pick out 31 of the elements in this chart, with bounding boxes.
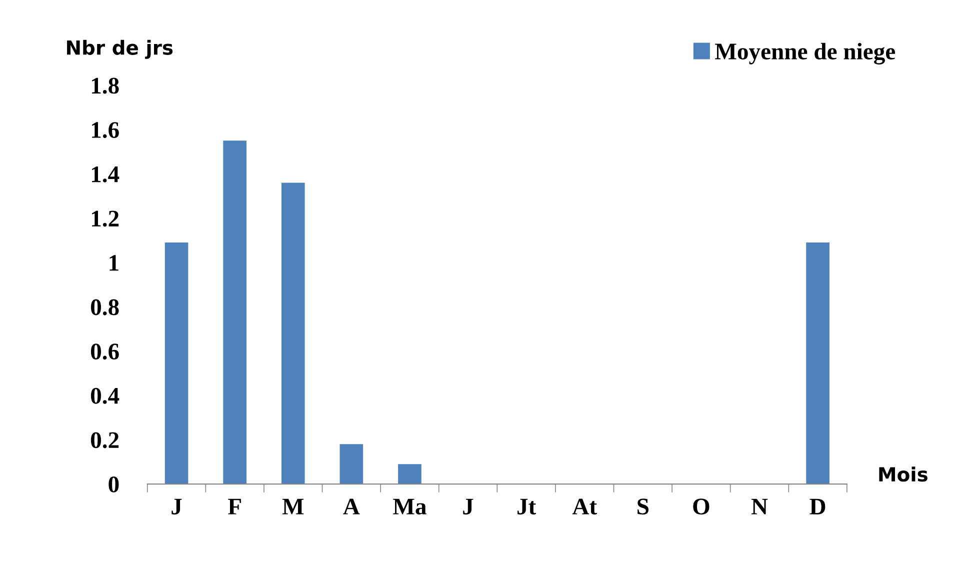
y-tick-label: 0.4 bbox=[90, 388, 120, 404]
y-tick-label: 0 bbox=[108, 476, 119, 492]
y-tick-label: 1.4 bbox=[92, 166, 120, 182]
bar bbox=[281, 182, 305, 484]
y-tick-label: 0.2 bbox=[90, 432, 119, 448]
x-tick-label: Jt bbox=[518, 498, 536, 515]
x-tick-label: O bbox=[693, 498, 710, 515]
y-tick-label: 1 bbox=[110, 255, 118, 271]
y-tick-label: 1.8 bbox=[92, 78, 119, 94]
x-tick-label: J bbox=[463, 498, 474, 515]
y-tick-label: 0.8 bbox=[90, 299, 119, 316]
x-tick-label: A bbox=[343, 498, 360, 514]
x-tick-label: F bbox=[228, 498, 241, 514]
y-tick-label: 1.6 bbox=[92, 122, 119, 138]
y-axis-title: Nbr de jrs bbox=[67, 40, 173, 59]
x-tick-label: N bbox=[751, 498, 768, 514]
bar bbox=[806, 242, 830, 484]
bar bbox=[398, 464, 422, 484]
x-tick-label: S bbox=[638, 498, 648, 515]
y-tick-label: 1.2 bbox=[92, 210, 119, 227]
x-tick-label: At bbox=[572, 498, 597, 515]
x-tick-label: D bbox=[810, 498, 826, 514]
x-axis-title: Mois bbox=[879, 466, 928, 482]
x-tick-label: J bbox=[172, 498, 182, 515]
x-tick-label: M bbox=[282, 498, 304, 514]
x-tick-label: Ma bbox=[393, 498, 426, 515]
bar bbox=[164, 242, 188, 484]
bar bbox=[223, 140, 246, 484]
y-tick-label: 0.6 bbox=[90, 344, 119, 360]
legend-label: Moyenne de niege bbox=[715, 42, 896, 64]
bar bbox=[340, 444, 364, 484]
